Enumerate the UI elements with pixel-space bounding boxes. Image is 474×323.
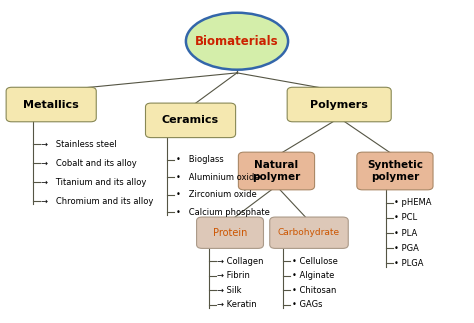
FancyBboxPatch shape xyxy=(6,87,96,122)
Text: Ceramics: Ceramics xyxy=(162,115,219,125)
Text: Synthetic
polymer: Synthetic polymer xyxy=(367,160,423,182)
Text: →   Titanium and its alloy: → Titanium and its alloy xyxy=(41,178,146,187)
Text: • Chitosan: • Chitosan xyxy=(292,286,336,295)
Text: → Fibrin: → Fibrin xyxy=(218,271,250,280)
Text: Protein: Protein xyxy=(213,228,247,238)
Text: Polymers: Polymers xyxy=(310,99,368,109)
Text: • PLGA: • PLGA xyxy=(394,259,423,268)
Text: • PGA: • PGA xyxy=(394,244,419,253)
Text: →   Cobalt and its alloy: → Cobalt and its alloy xyxy=(41,159,137,168)
Text: •   Calcium phosphate: • Calcium phosphate xyxy=(176,208,270,217)
Text: • Cellulose: • Cellulose xyxy=(292,257,337,266)
FancyBboxPatch shape xyxy=(238,152,315,190)
FancyBboxPatch shape xyxy=(197,217,264,248)
Text: • Alginate: • Alginate xyxy=(292,271,334,280)
Text: →   Chromium and its alloy: → Chromium and its alloy xyxy=(41,197,154,205)
Ellipse shape xyxy=(186,13,288,70)
Text: •   Aluminium oxide: • Aluminium oxide xyxy=(176,173,259,182)
Text: • pHEMA: • pHEMA xyxy=(394,198,431,207)
Text: Natural
polymer: Natural polymer xyxy=(252,160,301,182)
Text: → Silk: → Silk xyxy=(218,286,242,295)
Text: • PLA: • PLA xyxy=(394,229,417,237)
Text: •   Zirconium oxide: • Zirconium oxide xyxy=(176,190,256,199)
Text: → Collagen: → Collagen xyxy=(218,257,264,266)
FancyBboxPatch shape xyxy=(270,217,348,248)
Text: →   Stainless steel: → Stainless steel xyxy=(41,140,117,149)
Text: Biomaterials: Biomaterials xyxy=(195,35,279,48)
FancyBboxPatch shape xyxy=(146,103,236,138)
Text: •   Bioglass: • Bioglass xyxy=(176,155,223,164)
Text: Carbohydrate: Carbohydrate xyxy=(278,228,340,237)
FancyBboxPatch shape xyxy=(357,152,433,190)
FancyBboxPatch shape xyxy=(287,87,391,122)
Text: • GAGs: • GAGs xyxy=(292,300,322,309)
Text: Metallics: Metallics xyxy=(23,99,79,109)
Text: → Keratin: → Keratin xyxy=(218,300,257,309)
Text: • PCL: • PCL xyxy=(394,214,417,222)
